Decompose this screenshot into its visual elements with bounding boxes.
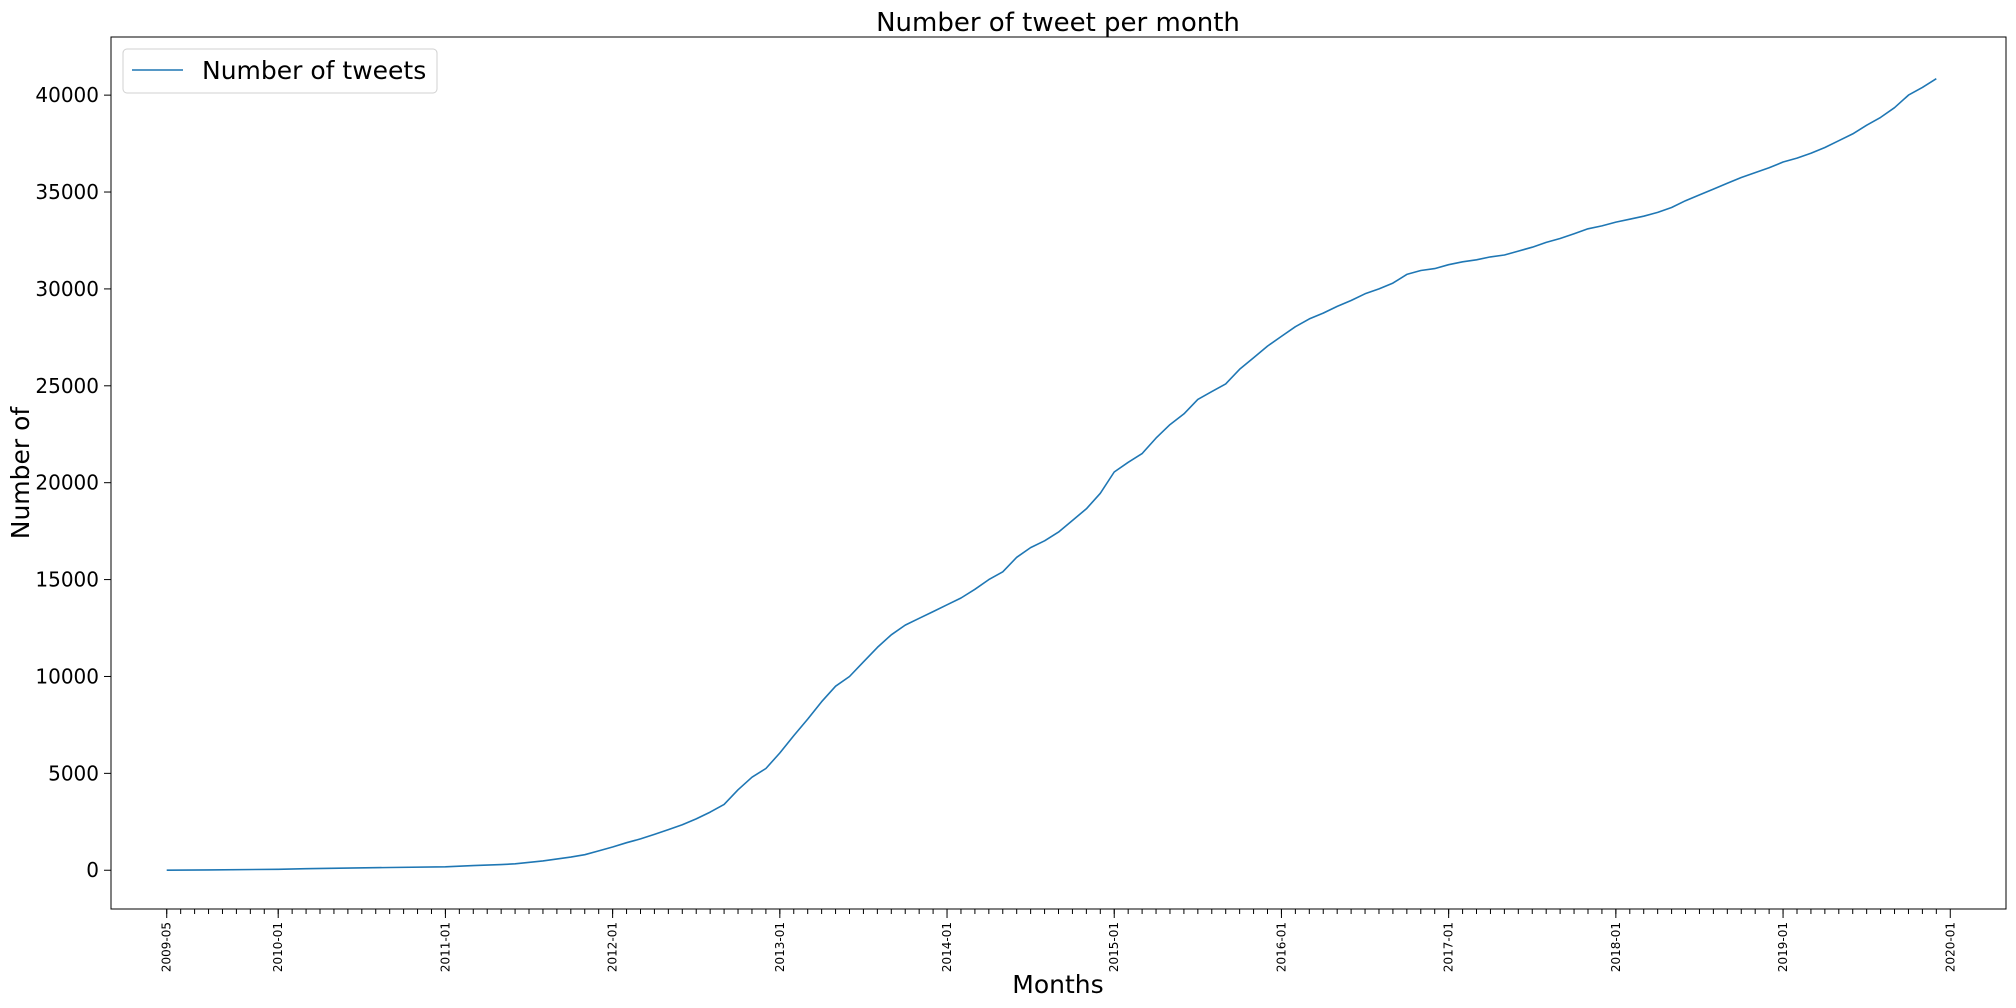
x-tick-label: 2014-01 (940, 922, 954, 972)
y-tick-label: 20000 (35, 471, 99, 495)
x-tick-label: 2013-01 (773, 922, 787, 972)
x-tick-label: 2011-01 (438, 922, 452, 972)
x-axis: 2009-05 2010-01 2011-01 2012-01 2013-01 2014-… (160, 909, 1957, 972)
x-tick-label: 2016-01 (1274, 922, 1288, 972)
x-tick-label: 2019-01 (1776, 922, 1790, 972)
y-tick-label: 5000 (48, 761, 99, 785)
series-line-number-of-tweets (166, 78, 1937, 871)
y-tick-label: 30000 (35, 277, 99, 301)
x-axis-label: Months (1012, 970, 1103, 999)
y-tick-label: 25000 (35, 374, 99, 398)
x-tick-label: 2017-01 (1442, 922, 1456, 972)
x-tick-label: 2009-05 (160, 922, 174, 972)
chart-title: Number of tweet per month (876, 8, 1240, 38)
y-axis-label: Number of (6, 406, 35, 540)
y-tick-label: 0 (86, 858, 99, 882)
y-tick-label: 10000 (35, 664, 99, 688)
y-axis: 0 5000 10000 15000 20000 25000 30000 35000 40000 (35, 83, 111, 882)
y-tick-label: 35000 (35, 180, 99, 204)
y-tick-label: 15000 (35, 568, 99, 592)
x-tick-label: 2015-01 (1107, 922, 1121, 972)
x-tick-label: 2012-01 (606, 922, 620, 972)
x-tick-label: 2010-01 (271, 922, 285, 972)
plot-area (110, 36, 2007, 910)
legend-box (122, 48, 438, 94)
x-tick-label: 2020-01 (1943, 922, 1957, 972)
x-tick-label: 2018-01 (1609, 922, 1623, 972)
legend: Number of tweets (122, 48, 438, 94)
y-tick-label: 40000 (35, 83, 99, 107)
legend-label: Number of tweets (202, 56, 426, 85)
